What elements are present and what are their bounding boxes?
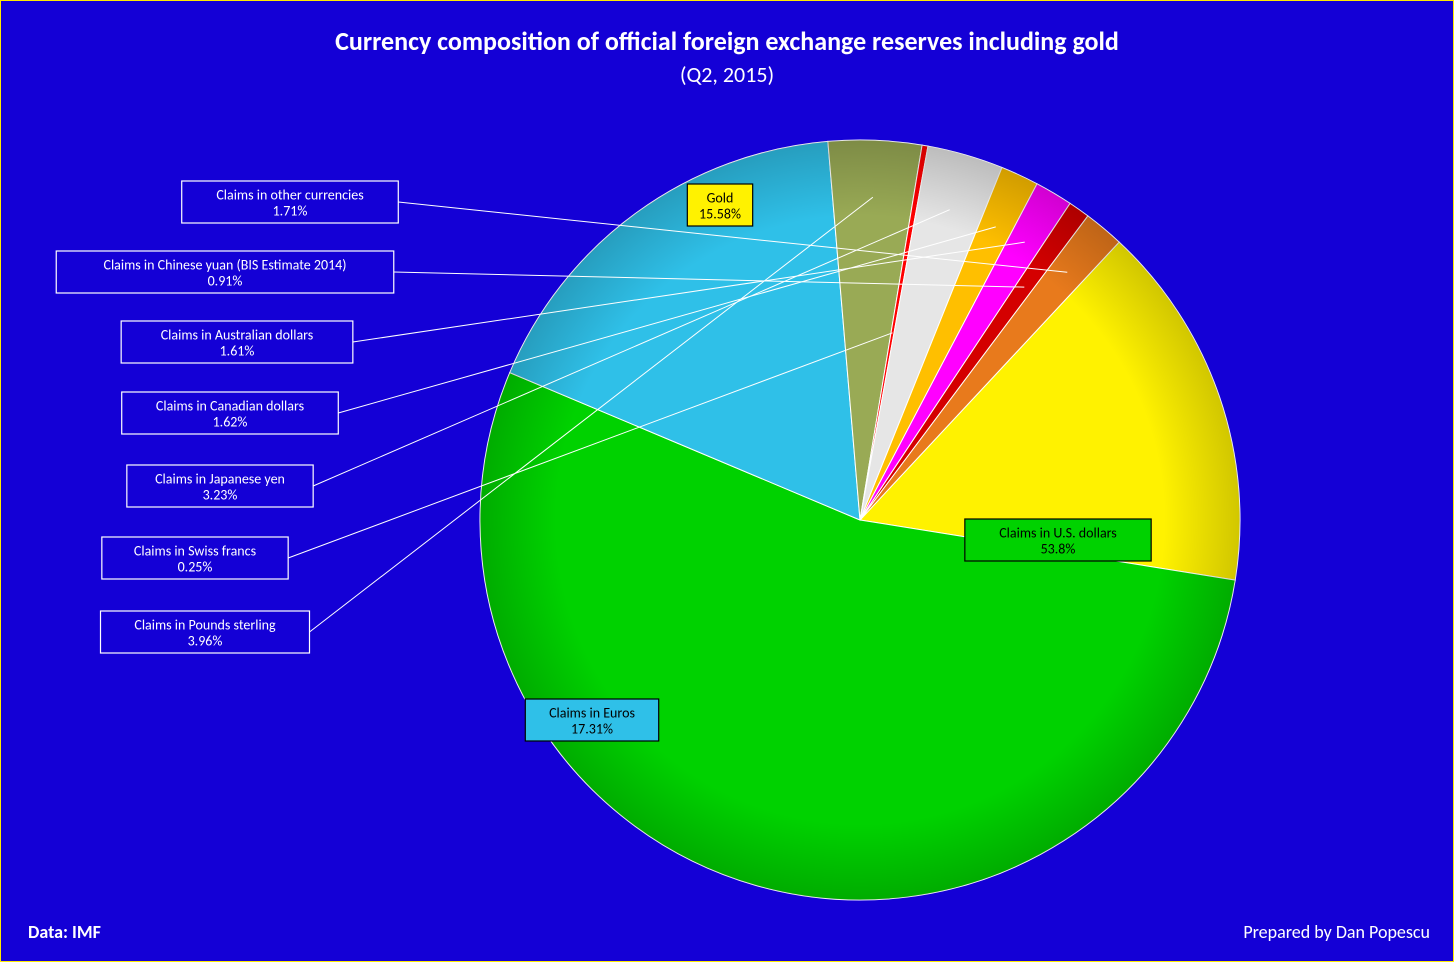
slice-label: Claims in Japanese yen <box>155 471 285 488</box>
slice-label: Claims in other currencies <box>216 187 363 204</box>
slice-percent: 3.96% <box>188 633 223 650</box>
slice-label: Claims in U.S. dollars <box>999 525 1117 542</box>
chart-subtitle: (Q2, 2015) <box>680 61 774 88</box>
slice-percent: 1.61% <box>220 343 255 360</box>
slice-percent: 0.25% <box>178 559 213 576</box>
slice-percent: 17.31% <box>571 721 613 738</box>
slice-percent: 3.23% <box>203 487 238 504</box>
slice-label: Claims in Euros <box>549 705 635 722</box>
slice-label: Claims in Chinese yuan (BIS Estimate 201… <box>103 257 346 274</box>
slice-percent: 15.58% <box>699 206 741 223</box>
slice-percent: 1.71% <box>273 203 308 220</box>
slice-label: Claims in Canadian dollars <box>156 398 304 415</box>
slice-percent: 53.8% <box>1041 541 1076 558</box>
footer-left: Data: IMF <box>28 921 101 943</box>
slice-percent: 0.91% <box>208 273 243 290</box>
slice-label: Claims in Australian dollars <box>161 327 314 344</box>
slice-percent: 1.62% <box>213 414 248 431</box>
slice-label: Gold <box>707 190 734 207</box>
pie-chart-svg: Currency composition of official foreign… <box>0 0 1454 962</box>
slice-label: Claims in Swiss francs <box>134 543 256 560</box>
chart-title: Currency composition of official foreign… <box>335 25 1119 57</box>
chart-container: Currency composition of official foreign… <box>0 0 1454 962</box>
slice-label: Claims in Pounds sterling <box>134 617 276 634</box>
footer-right: Prepared by Dan Popescu <box>1243 921 1430 943</box>
